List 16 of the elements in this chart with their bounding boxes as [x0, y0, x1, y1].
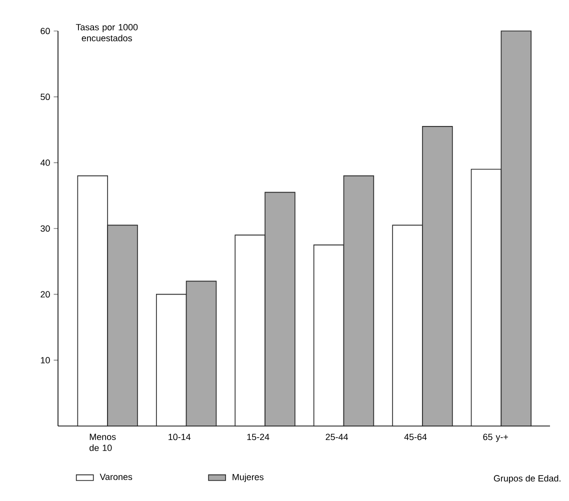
x-tick-label: 25-44	[326, 434, 348, 440]
x-tick-label: 65 y-+	[483, 434, 508, 442]
y-axis-title: Tasas por 1000 encuestados	[76, 24, 138, 42]
legend-label: Mujeres	[232, 474, 264, 482]
x-tick-label: 45-64	[404, 434, 427, 440]
y-tick-label: 30	[40, 225, 50, 232]
x-tick-label: Menos de 10	[90, 434, 116, 451]
x-tick-label: 10-14	[168, 434, 191, 440]
legend-label: Varones	[100, 474, 132, 480]
y-tick-label: 20	[40, 291, 50, 298]
x-tick-label: 15-24	[247, 434, 270, 440]
y-tick-label: 10	[40, 356, 50, 364]
y-tick-label: 60	[40, 28, 50, 34]
y-tick-label: 40	[40, 159, 50, 166]
y-tick-label: 50	[40, 94, 50, 100]
x-axis-title: Grupos de Edad.	[494, 474, 560, 484]
